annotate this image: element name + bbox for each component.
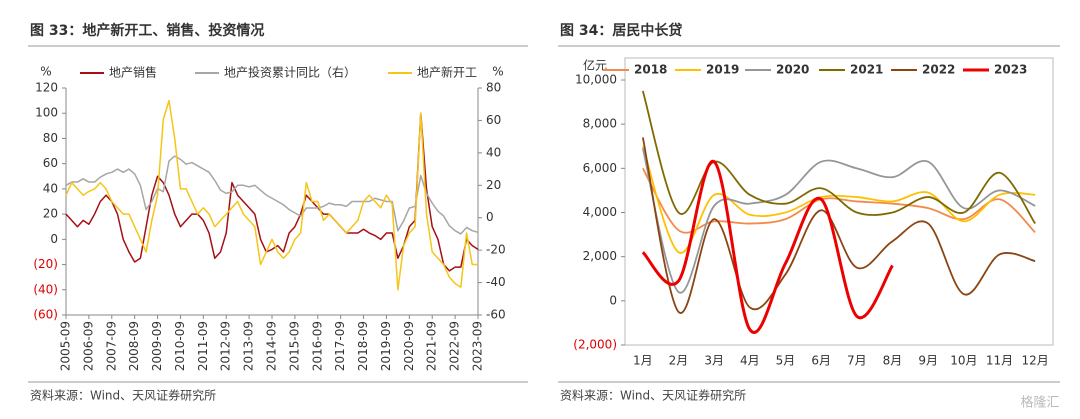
x-tick-label: 10月 [950,354,977,368]
series-line [641,160,894,334]
legend-label: 地产销售 [109,65,157,80]
legend-label: 地产投资累计同比（右） [224,65,356,80]
x-tick-label: 2008-09 [127,321,141,371]
x-tick-label: 8月 [883,354,903,368]
y2-tick-label: 60 [486,113,501,127]
x-tick-label: 2007-09 [104,321,118,371]
x-tick-label: 11月 [986,354,1013,368]
y-tick-label: 20 [43,207,58,221]
series-line [65,99,478,291]
x-tick-label: 2020-09 [402,321,416,371]
series-line [641,145,1036,254]
y-tick-label: (20) [33,257,58,271]
series-line [65,155,479,235]
x-tick-label: 2021-09 [425,321,439,371]
x-tick-label: 7月 [847,354,867,368]
legend-label: 2022 [922,63,955,77]
x-tick-label: 2011-09 [196,321,210,371]
x-tick-label: 5月 [776,354,796,368]
chart-title: 图 33：地产新开工、销售、投资情况 [30,22,264,39]
y2-tick-label: 20 [486,178,501,192]
y2-tick-label: -40 [486,275,506,289]
y-tick-label: 60 [43,156,58,170]
x-tick-label: 2023-09 [471,321,485,371]
x-tick-label: 1月 [633,354,653,368]
x-tick-label: 12月 [1022,354,1049,368]
x-tick-label: 2016-09 [310,321,324,371]
y-tick-label: 0 [50,232,58,246]
y-axis-unit: % [40,65,51,79]
y-tick-label: 8,000 [583,117,617,131]
source: 资料来源：Wind、天风证券研究所 [560,388,746,403]
y-tick-label: 10,000 [575,73,617,87]
y-axis-unit: 亿元 [583,58,607,73]
x-tick-label: 2017-09 [333,321,347,371]
legend-label: 地产新开工 [417,65,477,80]
y-tick-label: 40 [43,181,58,195]
y2-tick-label: -20 [486,243,506,257]
x-tick-label: 2013-09 [242,321,256,371]
x-tick-label: 4月 [740,354,760,368]
x-tick-label: 2015-09 [287,321,301,371]
series-line [65,112,479,272]
chart-title: 图 34：居民中长贷 [560,22,682,39]
y-tick-label: (60) [33,308,58,322]
y-tick-label: (2,000) [573,338,617,352]
legend-label: 2023 [994,63,1027,77]
y2-axis-unit: % [492,65,503,79]
y-tick-label: 80 [43,131,58,145]
x-tick-label: 2014-09 [265,321,279,371]
y2-tick-label: 40 [486,145,501,159]
legend-label: 2018 [634,63,667,77]
x-tick-label: 2022-09 [448,321,462,371]
series-line [641,137,1036,314]
x-tick-label: 2018-09 [356,321,370,371]
legend-label: 2020 [776,63,809,77]
x-tick-label: 2006-09 [81,321,95,371]
series-line [641,90,1036,225]
legend-label: 2019 [706,63,739,77]
y2-tick-label: -60 [486,308,506,322]
x-tick-label: 9月 [918,354,938,368]
y-tick-label: 120 [35,81,58,95]
y2-tick-label: 0 [486,210,494,224]
x-tick-label: 6月 [811,354,831,368]
x-tick-label: 3月 [704,354,724,368]
y-tick-label: 6,000 [583,161,617,175]
y-tick-label: 100 [35,106,58,120]
x-tick-label: 2010-09 [173,321,187,371]
watermark: 格隆汇 [1020,395,1059,411]
x-tick-label: 2月 [669,354,689,368]
x-tick-label: 2019-09 [379,321,393,371]
y-tick-label: 2,000 [583,249,617,263]
plot-frame [624,57,1054,346]
x-tick-label: 2005-09 [59,321,73,371]
x-tick-label: 2012-09 [219,321,233,371]
series-line [641,148,1036,294]
y2-tick-label: 80 [486,81,501,95]
x-tick-label: 2009-09 [150,321,164,371]
source: 资料来源：Wind、天风证券研究所 [30,388,216,403]
y-tick-label: 4,000 [583,205,617,219]
y-tick-label: 0 [609,293,617,307]
legend-label: 2021 [850,63,883,77]
y-tick-label: (40) [33,282,58,296]
